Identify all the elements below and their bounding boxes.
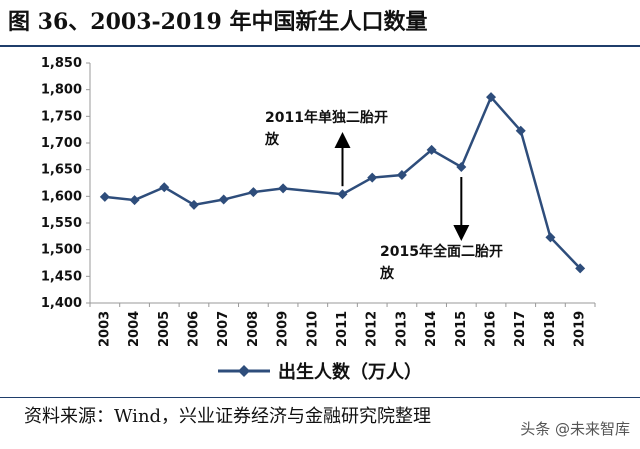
x-tick-label: 2005: [157, 311, 172, 347]
annotation-text: 放: [379, 265, 395, 282]
data-point: [545, 232, 556, 243]
data-point: [159, 182, 170, 193]
title-rule: [0, 45, 640, 47]
y-tick-label: 1,500: [41, 243, 82, 258]
y-tick-label: 1,750: [41, 109, 82, 124]
x-tick-label: 2014: [424, 311, 439, 347]
axes: [86, 62, 596, 307]
x-tick-label: 2015: [454, 311, 469, 347]
y-tick-label: 1,600: [41, 189, 82, 204]
y-tick-label: 1,850: [41, 56, 82, 71]
x-tick-labels: 2003 2004 2005 2006 2007 2008 2009 2010 2011 2012…: [97, 311, 587, 347]
x-tick-label: 2009: [276, 311, 291, 347]
data-point: [248, 187, 259, 198]
x-tick-label: 2004: [127, 311, 142, 347]
x-tick-label: 2007: [216, 311, 231, 347]
x-tick-label: 2017: [513, 311, 528, 347]
data-point: [456, 162, 467, 172]
x-tick-label: 2010: [305, 311, 320, 347]
legend-marker: [238, 365, 250, 377]
data-point: [575, 263, 586, 274]
y-tick-label: 1,800: [41, 83, 82, 98]
x-tick-label: 2018: [543, 311, 558, 347]
data-point: [99, 191, 110, 202]
data-point: [367, 172, 378, 183]
x-tick-label: 2016: [484, 311, 499, 347]
data-point: [426, 144, 437, 155]
x-tick-label: 2019: [573, 311, 588, 347]
chart-title: 图 36、2003-2019 年中国新生人口数量: [8, 9, 428, 35]
data-point: [486, 92, 497, 103]
x-tick-label: 2013: [394, 311, 409, 347]
series-line: [104, 94, 582, 270]
x-tick-label: 2012: [365, 311, 380, 347]
y-tick-labels: 1,400 1,450 1,500 1,550 1,600 1,650 1,700 1,750…: [41, 56, 82, 311]
x-tick-label: 2003: [97, 311, 112, 347]
y-tick-label: 1,550: [41, 216, 82, 231]
data-point: [278, 183, 289, 194]
data-point: [515, 125, 526, 136]
line-chart: 1,400 1,450 1,500 1,550 1,600 1,650 1,700 1,750…: [41, 56, 596, 383]
x-tick-label: 2008: [246, 311, 261, 347]
series-layer: [99, 92, 586, 274]
data-point: [129, 195, 140, 206]
data-point: [218, 194, 229, 205]
annotation-text: 2015年全面二胎开: [380, 243, 503, 260]
data-point: [337, 189, 348, 200]
annotation-text: 放: [264, 131, 280, 148]
y-tick-label: 1,400: [41, 296, 82, 311]
x-tick-label: 2006: [186, 311, 201, 347]
y-tick-label: 1,700: [41, 136, 82, 151]
source-note: 资料来源：Wind，兴业证券经济与金融研究院整理: [24, 406, 432, 427]
x-tick-label: 2011: [335, 311, 350, 347]
y-tick-label: 1,650: [41, 163, 82, 178]
y-tick-label: 1,450: [41, 269, 82, 284]
source-rule: [0, 397, 640, 398]
annotation-text: 2011年单独二胎开: [265, 109, 388, 126]
data-point: [396, 170, 407, 180]
legend: 出生人数（万人）: [218, 361, 422, 383]
legend-label: 出生人数（万人）: [278, 361, 422, 383]
watermark: 头条 @未来智库: [520, 420, 630, 438]
data-point: [188, 199, 199, 210]
